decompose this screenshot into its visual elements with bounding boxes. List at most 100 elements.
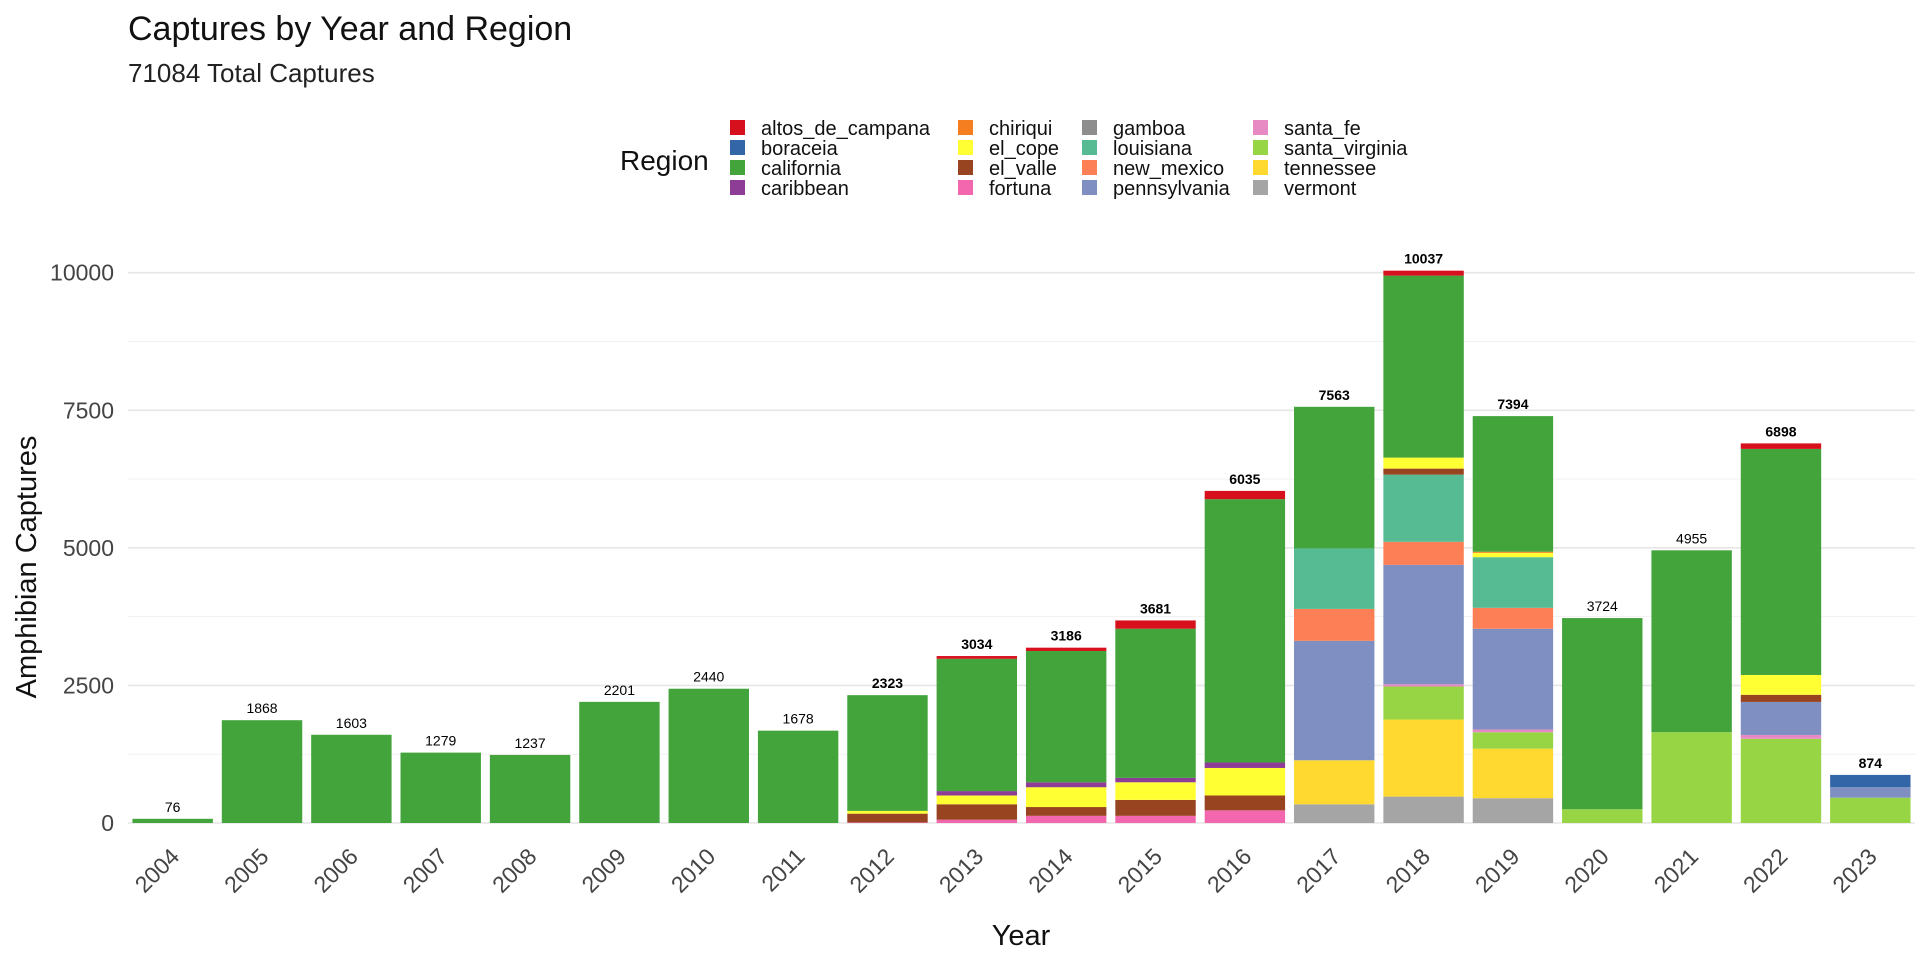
bar-segment-santa_virginia-2023 (1830, 797, 1911, 823)
bar-segment-tennessee-2019 (1472, 748, 1554, 799)
legend-swatch (1253, 140, 1268, 155)
x-tick-label-2015: 2015 (1112, 843, 1167, 898)
bar-segment-el_valle-2015 (1115, 799, 1196, 816)
bar-segment-california-2005 (221, 720, 303, 823)
legend-label: boraceia (761, 138, 839, 160)
x-tick-label-2018: 2018 (1381, 843, 1436, 898)
x-tick-label-2008: 2008 (487, 843, 542, 898)
legend-item-vermont: vermont (1253, 178, 1357, 200)
bar-segment-pennsylvania-2019 (1472, 628, 1554, 730)
total-label-2018: 10037 (1404, 251, 1443, 267)
bar-segment-fortuna-2016 (1204, 810, 1286, 823)
bar-segment-new_mexico-2017 (1294, 608, 1375, 641)
y-axis-title: Amphibian Captures (11, 436, 43, 699)
bar-segment-santa_virginia-2019 (1472, 732, 1554, 749)
legend-label: louisiana (1113, 138, 1193, 160)
legend-item-altos_de_campana: altos_de_campana (730, 118, 931, 140)
bar-segment-california-2006 (311, 734, 392, 823)
bar-segment-vermont-2017 (1294, 804, 1375, 823)
legend-label: fortuna (989, 178, 1052, 200)
bar-segment-california-2009 (579, 701, 660, 823)
x-tick-label-2022: 2022 (1738, 843, 1793, 898)
bar-segment-louisiana-2018 (1383, 474, 1464, 542)
bar-segment-california-2019 (1472, 416, 1554, 552)
legend-item-el_valle: el_valle (958, 158, 1057, 180)
total-label-2023: 874 (1859, 755, 1883, 771)
legend-item-santa_fe: santa_fe (1253, 118, 1361, 140)
bar-segment-tennessee-2018 (1383, 719, 1464, 797)
legend-label: altos_de_campana (761, 118, 931, 140)
legend-label: pennsylvania (1113, 178, 1231, 200)
x-axis-title: Year (992, 920, 1051, 952)
x-axis-ticks: 2004 2005 2006 2007 2008 2009 2010 2011 2012 2013… (130, 843, 1882, 898)
bar-segment-tennessee-2017 (1294, 760, 1375, 805)
bar-segment-california-2020 (1562, 618, 1643, 810)
total-label-2005: 1868 (246, 700, 277, 716)
bar-segment-fortuna-2012 (847, 822, 928, 823)
legend-swatch (1253, 160, 1268, 175)
bar-segment-el_valle-2013 (936, 804, 1018, 820)
bar-segment-altos_de_campana-2015 (1115, 620, 1196, 629)
legend-item-gamboa: gamboa (1082, 118, 1186, 140)
x-tick-label-2023: 2023 (1827, 843, 1882, 898)
bar-segment-el_cope-2014 (1025, 787, 1107, 808)
chart-subtitle: 71084 Total Captures (128, 58, 375, 88)
bar-segment-new_mexico-2019 (1472, 607, 1554, 629)
legend-label: el_valle (989, 158, 1057, 180)
legend-swatch (730, 120, 745, 135)
bar-segment-california-2008 (489, 754, 571, 823)
x-tick-label-2005: 2005 (219, 843, 274, 898)
y-axis-ticks: 0 2500 5000 7500 10000 (50, 260, 114, 836)
bar-segment-california-2018 (1383, 275, 1464, 458)
bar-segment-santa_virginia-2018 (1383, 686, 1464, 720)
total-label-2016: 6035 (1229, 471, 1260, 487)
bars (132, 270, 1911, 823)
bar-segment-el_valle-2018 (1383, 468, 1464, 475)
total-label-2020: 3724 (1587, 598, 1618, 614)
x-tick-label-2014: 2014 (1023, 843, 1078, 898)
total-label-2012: 2323 (872, 675, 903, 691)
legend-swatch (958, 180, 973, 195)
legend: altos_de_campanaboraceiacaliforniacaribb… (730, 118, 1408, 200)
total-label-2017: 7563 (1319, 387, 1350, 403)
legend-label: santa_virginia (1284, 138, 1408, 160)
bar-segment-el_cope-2015 (1115, 782, 1196, 800)
bar-segment-el_cope-2012 (847, 810, 928, 814)
total-label-2006: 1603 (336, 715, 367, 731)
total-label-2009: 2201 (604, 682, 635, 698)
gridlines (128, 271, 1915, 824)
bar-segment-pennsylvania-2017 (1294, 640, 1375, 761)
legend-label: vermont (1284, 178, 1357, 200)
bar-segment-california-2016 (1204, 499, 1286, 763)
bar-segment-el_cope-2013 (936, 795, 1018, 805)
bar-segment-el_cope-2019 (1472, 552, 1554, 558)
legend-swatch (730, 140, 745, 155)
bar-segment-altos_de_campana-2016 (1204, 490, 1286, 500)
bar-segment-el_valle-2012 (847, 813, 928, 823)
legend-label: el_cope (989, 138, 1059, 160)
legend-item-louisiana: louisiana (1082, 138, 1193, 160)
bar-segment-louisiana-2019 (1472, 557, 1554, 608)
bar-segment-pennsylvania-2023 (1830, 787, 1911, 798)
bar-segment-altos_de_campana-2013 (936, 656, 1018, 659)
legend-label: caribbean (761, 178, 849, 200)
total-label-2010: 2440 (693, 669, 724, 685)
bar-segment-california-2004 (132, 818, 213, 823)
total-label-2021: 4955 (1676, 530, 1707, 546)
legend-label: new_mexico (1113, 158, 1224, 180)
bar-segment-altos_de_campana-2018 (1383, 270, 1464, 276)
x-tick-label-2012: 2012 (844, 843, 899, 898)
legend-swatch (1082, 140, 1097, 155)
legend-item-santa_virginia: santa_virginia (1253, 138, 1408, 160)
bar-segment-california-2021 (1651, 550, 1732, 733)
total-label-2014: 3186 (1051, 628, 1082, 644)
legend-item-fortuna: fortuna (958, 178, 1052, 200)
x-tick-label-2007: 2007 (398, 843, 453, 898)
bar-segment-fortuna-2014 (1025, 815, 1107, 823)
legend-swatch (730, 180, 745, 195)
legend-swatch (730, 160, 745, 175)
bar-segment-louisiana-2017 (1294, 548, 1375, 609)
bar-segment-california-2012 (847, 695, 928, 811)
bar-segment-caribbean-2016 (1204, 762, 1286, 768)
bar-segment-california-2014 (1025, 650, 1107, 783)
